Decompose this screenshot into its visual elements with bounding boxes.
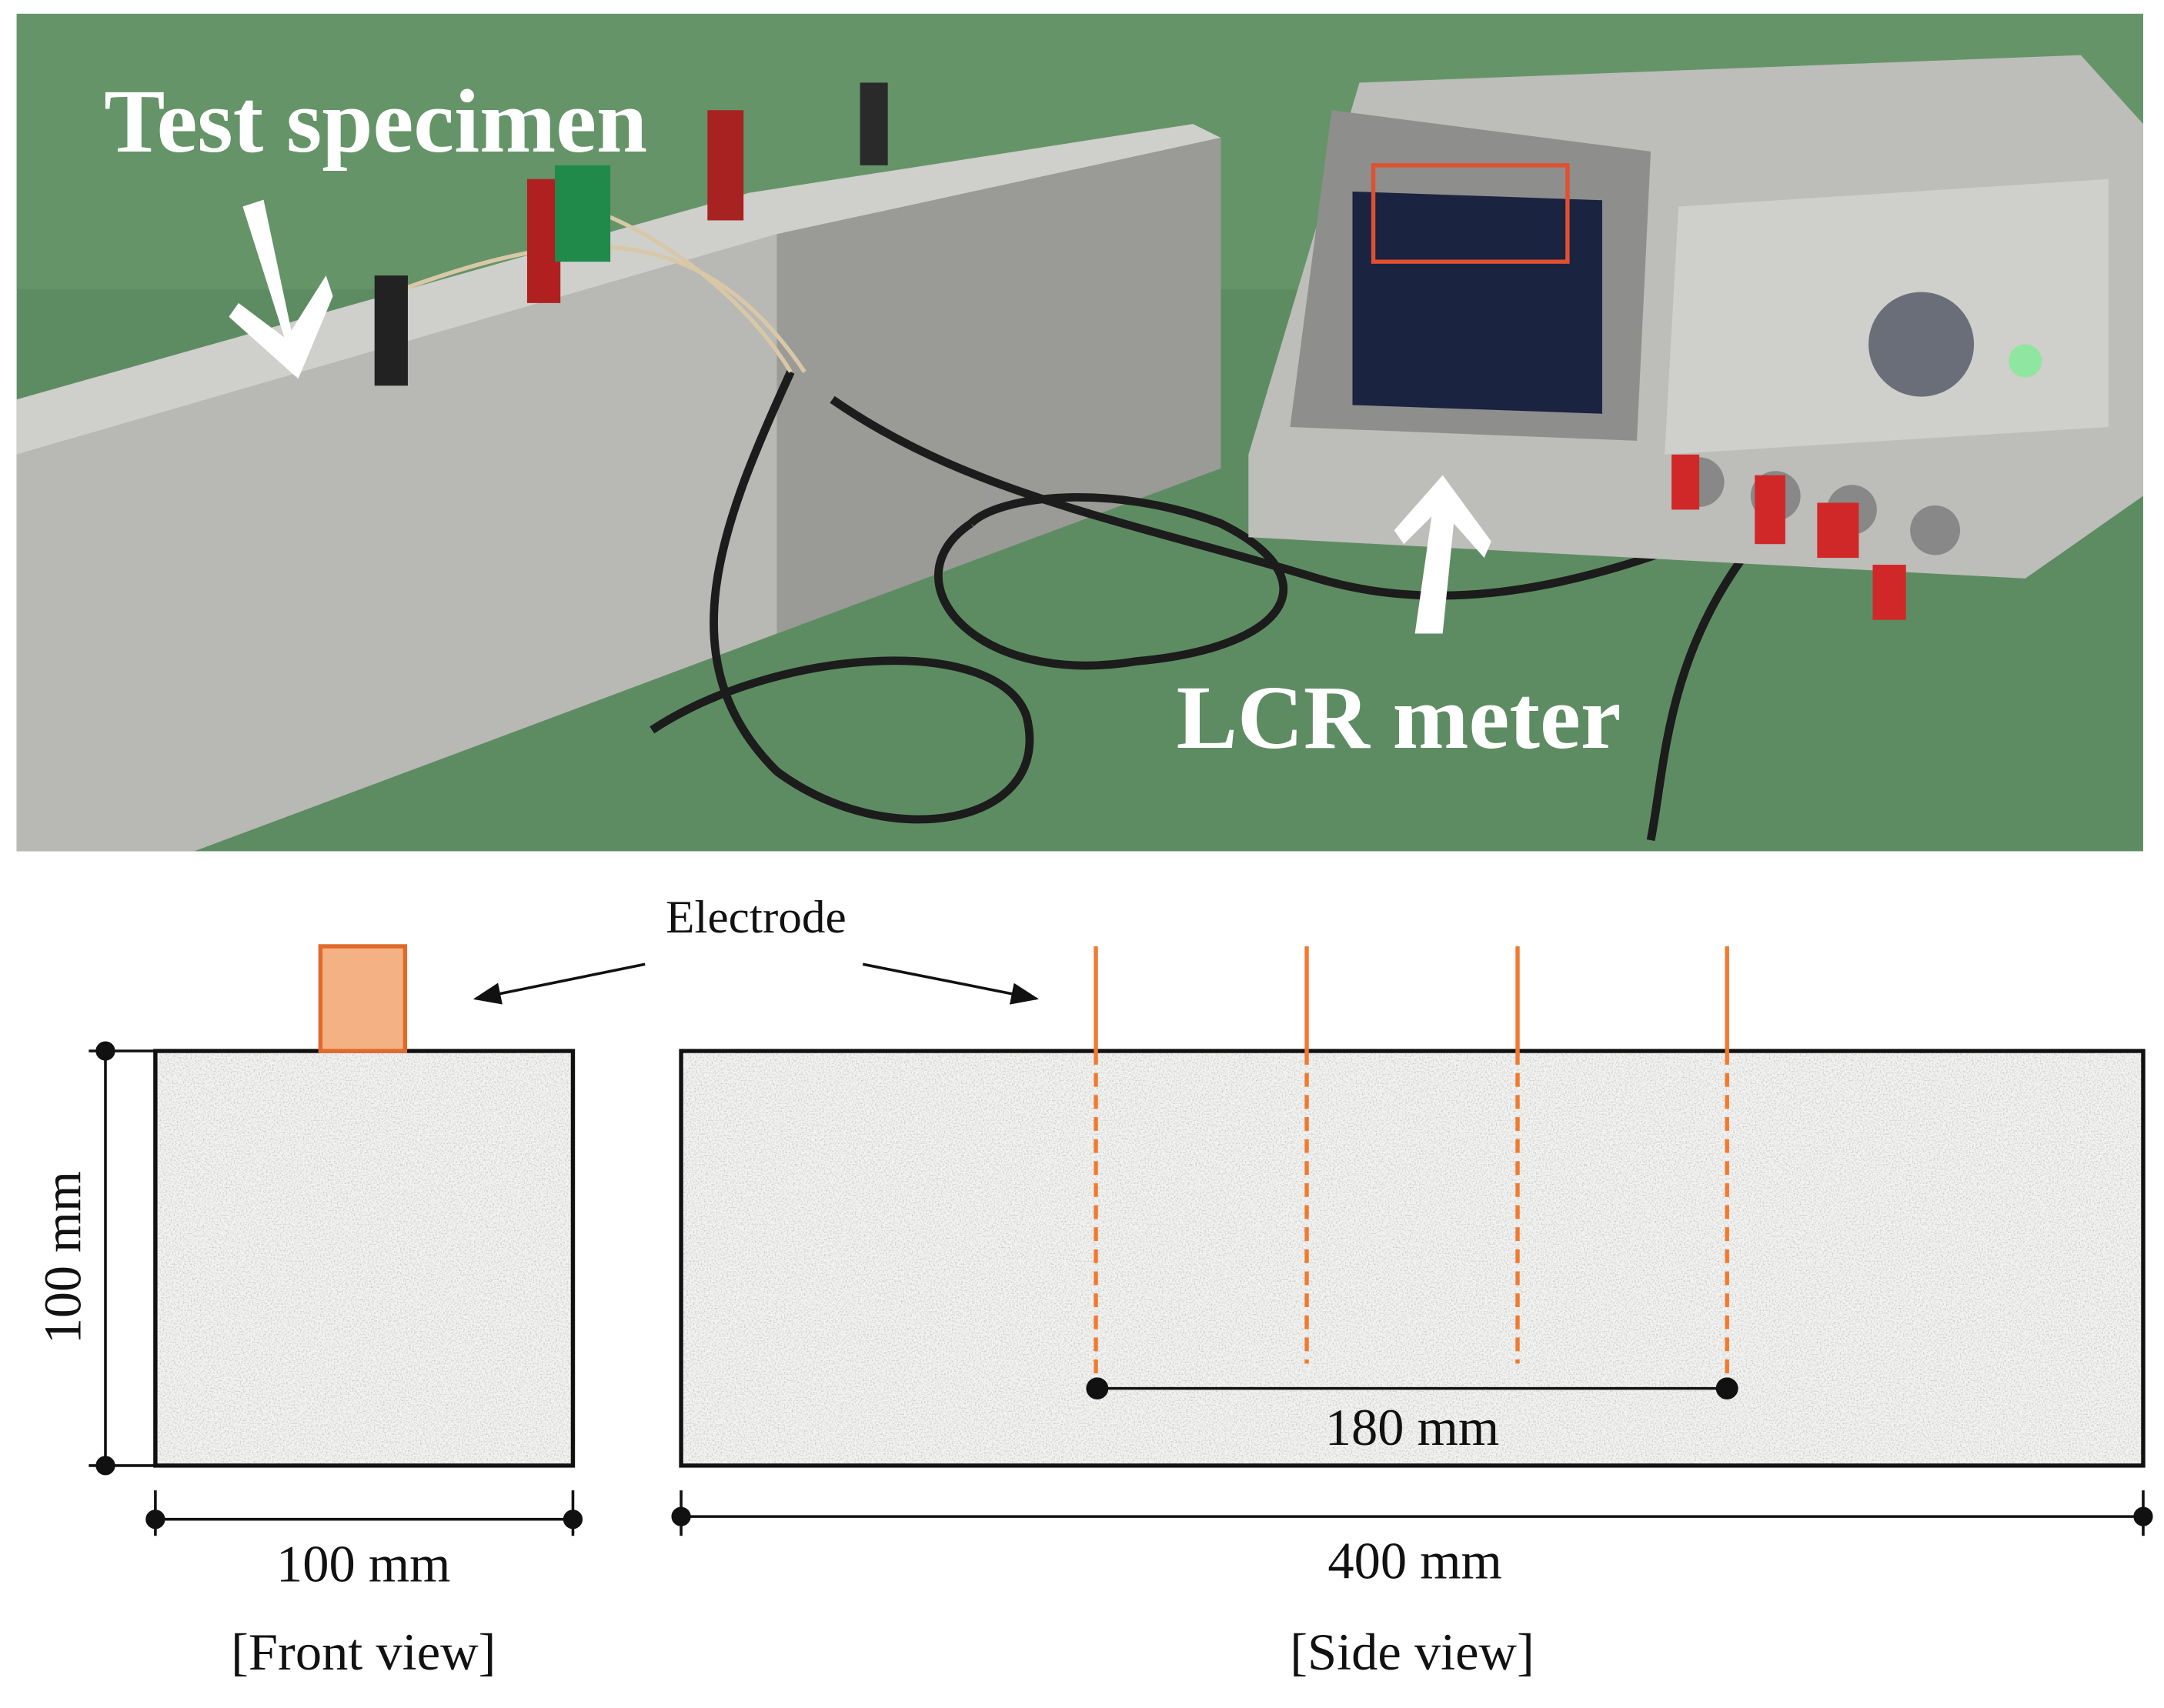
dimension-label: 180 mm	[1325, 1398, 1499, 1456]
view-caption: [Front view]	[231, 1623, 496, 1681]
diagram: Electrode 100 mm 100 mm 180 mm 400 mm	[33, 892, 2153, 1681]
photo: Test specimen LCR meter	[16, 13, 2143, 852]
electrodes	[1094, 946, 1729, 1378]
electrode	[318, 944, 408, 1053]
dimension-lines	[88, 1041, 2153, 1536]
view-caption: [Side view]	[1290, 1623, 1535, 1681]
dimension-label: 100 mm	[33, 1171, 92, 1344]
electrode-label: Electrode	[666, 892, 847, 943]
photo-label: LCR meter	[1177, 667, 1621, 769]
dimension-label: 100 mm	[276, 1534, 450, 1593]
dimension-label: 400 mm	[1327, 1532, 1501, 1590]
photo-label: Test specimen	[104, 70, 647, 172]
